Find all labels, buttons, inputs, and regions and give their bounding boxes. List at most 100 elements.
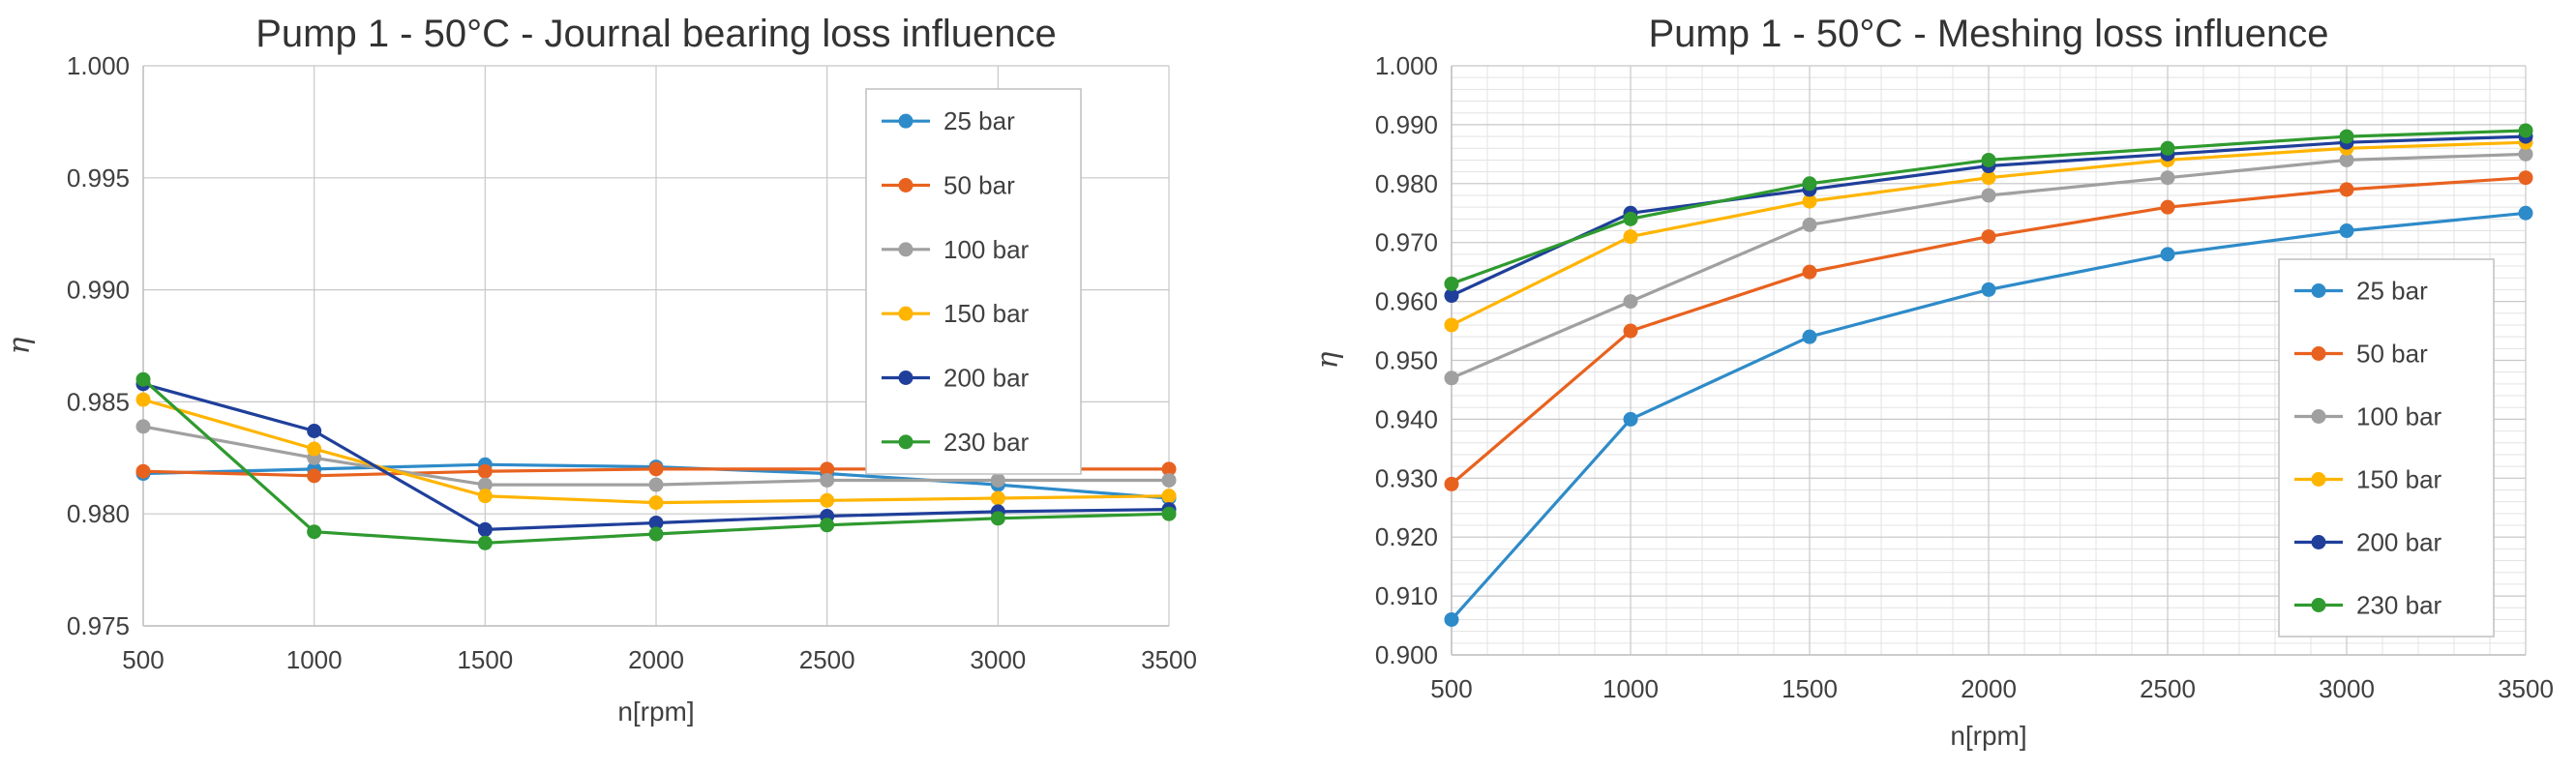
legend-box <box>2278 258 2495 638</box>
data-point-25-bar <box>2160 247 2175 262</box>
data-point-150-bar <box>135 392 151 407</box>
data-point-100-bar <box>1623 294 1638 310</box>
x-tick-label: 2500 <box>2140 674 2196 703</box>
x-tick-label: 2500 <box>799 645 855 674</box>
legend-label-150-bar: 150 bar <box>2356 465 2442 494</box>
legend-label-25-bar: 25 bar <box>2356 277 2428 306</box>
data-point-100-bar <box>990 472 1005 488</box>
y-tick-label: 0.960 <box>1375 287 1438 316</box>
x-axis-label: n[rpm] <box>1950 721 2026 751</box>
data-point-150-bar <box>820 492 835 508</box>
data-point-230-bar <box>1802 176 1817 192</box>
legend-swatch-marker-150-bar <box>898 306 914 321</box>
x-tick-label: 1500 <box>1782 674 1838 703</box>
data-point-25-bar <box>1444 611 1459 627</box>
data-point-150-bar <box>1802 193 1817 209</box>
data-point-230-bar <box>1623 211 1638 226</box>
data-point-50-bar <box>648 461 664 477</box>
data-point-100-bar <box>1981 188 1996 203</box>
y-tick-label: 0.910 <box>1375 581 1438 610</box>
data-point-100-bar <box>648 477 664 492</box>
data-point-150-bar <box>1161 489 1177 504</box>
legend-swatch-marker-50-bar <box>898 178 914 193</box>
y-tick-label: 0.920 <box>1375 522 1438 551</box>
data-point-25-bar <box>1802 329 1817 344</box>
data-point-230-bar <box>820 518 835 533</box>
data-point-50-bar <box>1444 476 1459 491</box>
data-point-25-bar <box>1981 282 1996 297</box>
legend-swatch-marker-200-bar <box>898 371 914 385</box>
data-point-230-bar <box>2160 140 2175 156</box>
chart-title: Pump 1 - 50°C - Journal bearing loss inf… <box>255 13 1057 55</box>
legend-label-230-bar: 230 bar <box>944 428 1030 457</box>
data-point-50-bar <box>307 468 322 484</box>
y-tick-label: 0.980 <box>1375 169 1438 198</box>
y-tick-label: 0.995 <box>67 163 130 193</box>
data-point-200-bar <box>648 515 664 530</box>
legend-swatch-marker-25-bar <box>898 113 914 129</box>
data-point-50-bar <box>2518 170 2533 186</box>
y-tick-label: 0.990 <box>1375 110 1438 139</box>
legend-swatch-marker-25-bar <box>2311 283 2326 298</box>
data-point-230-bar <box>307 524 322 540</box>
data-point-150-bar <box>648 495 664 511</box>
data-point-100-bar <box>135 419 151 434</box>
x-tick-label: 3500 <box>1141 645 1197 674</box>
x-axis-label: n[rpm] <box>617 697 694 727</box>
data-point-100-bar <box>820 472 835 488</box>
y-tick-label: 0.900 <box>1375 640 1438 669</box>
data-point-50-bar <box>477 463 493 479</box>
data-point-230-bar <box>477 535 493 550</box>
data-point-230-bar <box>2518 123 2533 138</box>
y-tick-label: 0.985 <box>67 387 130 416</box>
data-point-100-bar <box>2518 146 2533 162</box>
chart-title: Pump 1 - 50°C - Meshing loss influence <box>1649 13 2329 55</box>
y-tick-label: 0.970 <box>1375 228 1438 257</box>
data-point-100-bar <box>2339 152 2354 167</box>
data-point-50-bar <box>2160 199 2175 215</box>
data-point-50-bar <box>2339 182 2354 197</box>
legend-label-50-bar: 50 bar <box>944 171 1015 200</box>
data-point-25-bar <box>2518 205 2533 221</box>
legend-swatch-marker-230-bar <box>2311 598 2326 612</box>
data-point-50-bar <box>1623 323 1638 339</box>
y-axis-label: η <box>1311 351 1345 369</box>
data-point-200-bar <box>1444 288 1459 304</box>
x-tick-label: 3500 <box>2498 674 2554 703</box>
data-point-200-bar <box>477 521 493 537</box>
legend-label-25-bar: 25 bar <box>944 106 1015 135</box>
data-point-100-bar <box>1161 472 1177 488</box>
x-tick-label: 2000 <box>1961 674 2017 703</box>
data-point-50-bar <box>1981 229 1996 245</box>
legend-swatch-marker-150-bar <box>2311 472 2326 487</box>
legend-label-100-bar: 100 bar <box>2356 402 2442 431</box>
data-point-230-bar <box>2339 129 2354 144</box>
data-point-230-bar <box>1161 506 1177 521</box>
y-tick-label: 0.980 <box>67 499 130 528</box>
y-axis-label: η <box>3 337 37 354</box>
legend-swatch-marker-50-bar <box>2311 346 2326 361</box>
legend: 25 bar 50 bar 100 bar 150 bar 200 bar 230 bar <box>2278 258 2495 638</box>
data-point-50-bar <box>820 461 835 477</box>
y-tick-label: 0.950 <box>1375 346 1438 375</box>
legend-swatch-marker-200-bar <box>2311 535 2326 549</box>
legend-label-230-bar: 230 bar <box>2356 591 2442 620</box>
data-point-230-bar <box>1444 276 1459 291</box>
data-point-150-bar <box>1981 170 1996 186</box>
x-tick-label: 2000 <box>628 645 684 674</box>
legend-label-150-bar: 150 bar <box>944 299 1030 328</box>
data-point-150-bar <box>477 489 493 504</box>
y-tick-label: 1.000 <box>1375 51 1438 80</box>
data-point-150-bar <box>990 490 1005 506</box>
data-point-100-bar <box>477 477 493 492</box>
data-point-100-bar <box>2160 170 2175 186</box>
legend-swatch-marker-100-bar <box>898 242 914 257</box>
x-tick-label: 1000 <box>286 645 343 674</box>
x-tick-label: 1000 <box>1603 674 1659 703</box>
data-point-230-bar <box>1981 152 1996 167</box>
y-tick-label: 0.990 <box>67 276 130 305</box>
y-tick-label: 1.000 <box>67 51 130 80</box>
data-point-50-bar <box>1802 264 1817 280</box>
data-point-50-bar <box>1161 461 1177 477</box>
